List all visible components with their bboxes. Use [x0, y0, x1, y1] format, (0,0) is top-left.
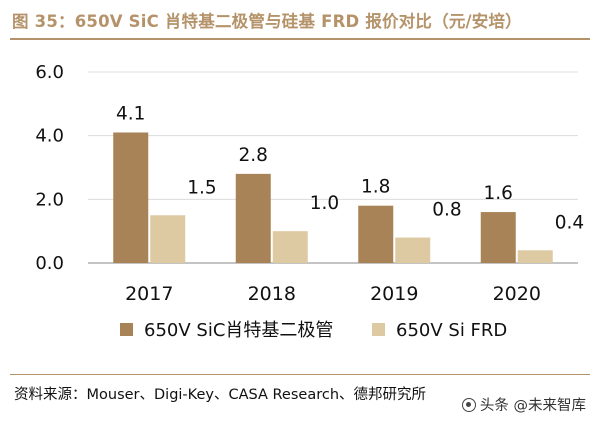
legend-label: 650V SiC肖特基二极管	[144, 320, 333, 341]
x-tick-label: 2018	[248, 283, 296, 305]
y-tick-label: 4.0	[35, 126, 64, 147]
watermark-text: 头条 @未来智库	[479, 398, 586, 414]
footer-divider	[10, 374, 590, 375]
data-label: 1.8	[361, 177, 390, 198]
x-tick-label: 2019	[370, 283, 418, 305]
data-label: 1.6	[484, 183, 513, 204]
data-label: 1.0	[310, 193, 339, 214]
watermark-logo-icon	[461, 397, 476, 412]
legend-swatch	[120, 323, 133, 336]
data-label: 2.8	[239, 145, 268, 166]
chart-title: 图 35：650V SiC 肖特基二极管与硅基 FRD 报价对比（元/安培）	[12, 12, 522, 31]
bar-si-2018	[272, 231, 308, 263]
bar-sic-2020	[480, 212, 516, 263]
y-tick-label: 6.0	[35, 62, 64, 83]
bar-sic-2017	[113, 132, 149, 263]
source-note: 资料来源：Mouser、Digi-Key、CASA Research、德邦研究所	[14, 387, 427, 403]
y-tick-label: 0.0	[35, 253, 64, 274]
data-label: 0.8	[432, 200, 461, 221]
data-label: 1.5	[187, 177, 216, 198]
x-tick-label: 2017	[125, 283, 173, 305]
title-divider	[10, 38, 590, 40]
y-tick-label: 2.0	[35, 189, 64, 210]
x-tick-label: 2020	[493, 283, 541, 305]
bar-si-2019	[395, 237, 431, 263]
bar-sic-2019	[358, 205, 394, 263]
bar-si-2020	[517, 250, 553, 263]
legend-swatch	[372, 323, 385, 336]
bar-sic-2018	[235, 173, 271, 263]
data-label: 0.4	[555, 212, 584, 233]
watermark: 头条 @未来智库	[461, 394, 586, 415]
data-label: 4.1	[116, 103, 145, 124]
bar-si-2017	[150, 215, 186, 263]
legend-label: 650V Si FRD	[396, 320, 507, 341]
bar-chart: 0.0 2.0 4.0 6.0 4.1 1.5 2017 2.8 1.0 2018 1.8 0.8 20…	[35, 62, 584, 341]
